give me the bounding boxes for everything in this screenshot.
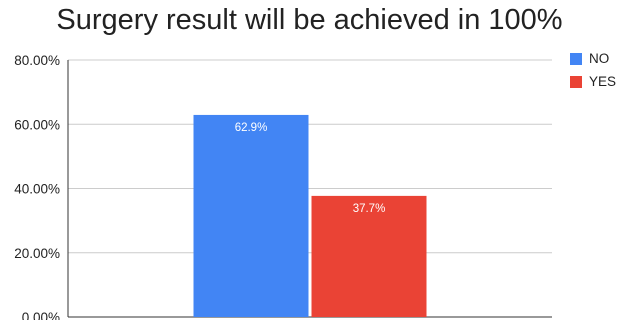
legend-swatch-yes — [570, 75, 582, 88]
bars — [193, 114, 427, 317]
y-tick-label: 0.00% — [22, 310, 60, 320]
legend-label-yes: YES — [589, 74, 617, 89]
bar-no — [193, 114, 309, 317]
legend-item-yes: YES — [570, 74, 616, 89]
legend-item-no: NO — [570, 51, 609, 66]
data-label-yes: 37.7% — [353, 203, 386, 215]
legend-swatch-no — [570, 52, 582, 65]
gridlines — [67, 59, 552, 318]
y-axis-ticks: 0.00% 20.00% 40.00% 60.00% 80.00% — [14, 53, 60, 320]
legend-label-no: NO — [589, 51, 610, 66]
y-tick-label: 40.00% — [14, 182, 60, 197]
data-label-no: 62.9% — [235, 122, 268, 134]
y-tick-label: 80.00% — [14, 53, 60, 68]
y-tick-label: 60.00% — [14, 117, 60, 132]
bar-yes — [311, 195, 427, 317]
y-tick-label: 20.00% — [14, 246, 60, 261]
chart-title: Surgery result will be achieved in 100% — [56, 4, 563, 36]
data-labels: 62.9% 37.7% — [235, 122, 386, 215]
